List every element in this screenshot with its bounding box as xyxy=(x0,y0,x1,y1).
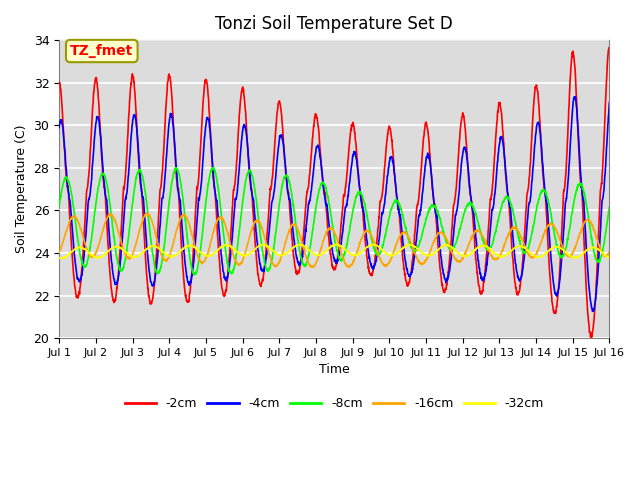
Legend: -2cm, -4cm, -8cm, -16cm, -32cm: -2cm, -4cm, -8cm, -16cm, -32cm xyxy=(120,392,549,415)
Title: Tonzi Soil Temperature Set D: Tonzi Soil Temperature Set D xyxy=(216,15,453,33)
Text: TZ_fmet: TZ_fmet xyxy=(70,44,133,58)
Y-axis label: Soil Temperature (C): Soil Temperature (C) xyxy=(15,125,28,253)
X-axis label: Time: Time xyxy=(319,363,349,376)
